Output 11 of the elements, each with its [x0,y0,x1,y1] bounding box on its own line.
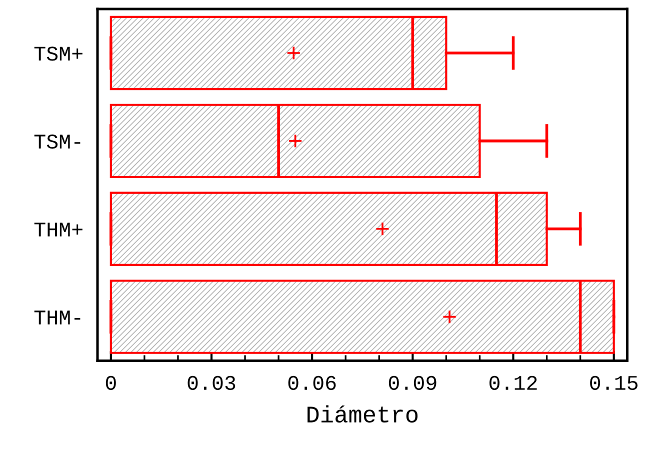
y-tick-label: THM- [34,310,80,324]
x-tick-label: 0.06 [288,376,336,390]
x-tick-label: 0.12 [490,376,537,390]
x-tick-label: 0.03 [188,376,236,390]
x-tick-label: 0 [106,376,116,390]
x-axis-title: Diámetro [308,405,418,423]
y-tick-label: TSM- [34,134,80,149]
x-tick-label: 0.15 [590,376,638,390]
x-tick-label: 0.09 [388,376,436,390]
y-tick-label: TSM+ [34,46,82,61]
y-tick-label: THM+ [34,222,82,236]
